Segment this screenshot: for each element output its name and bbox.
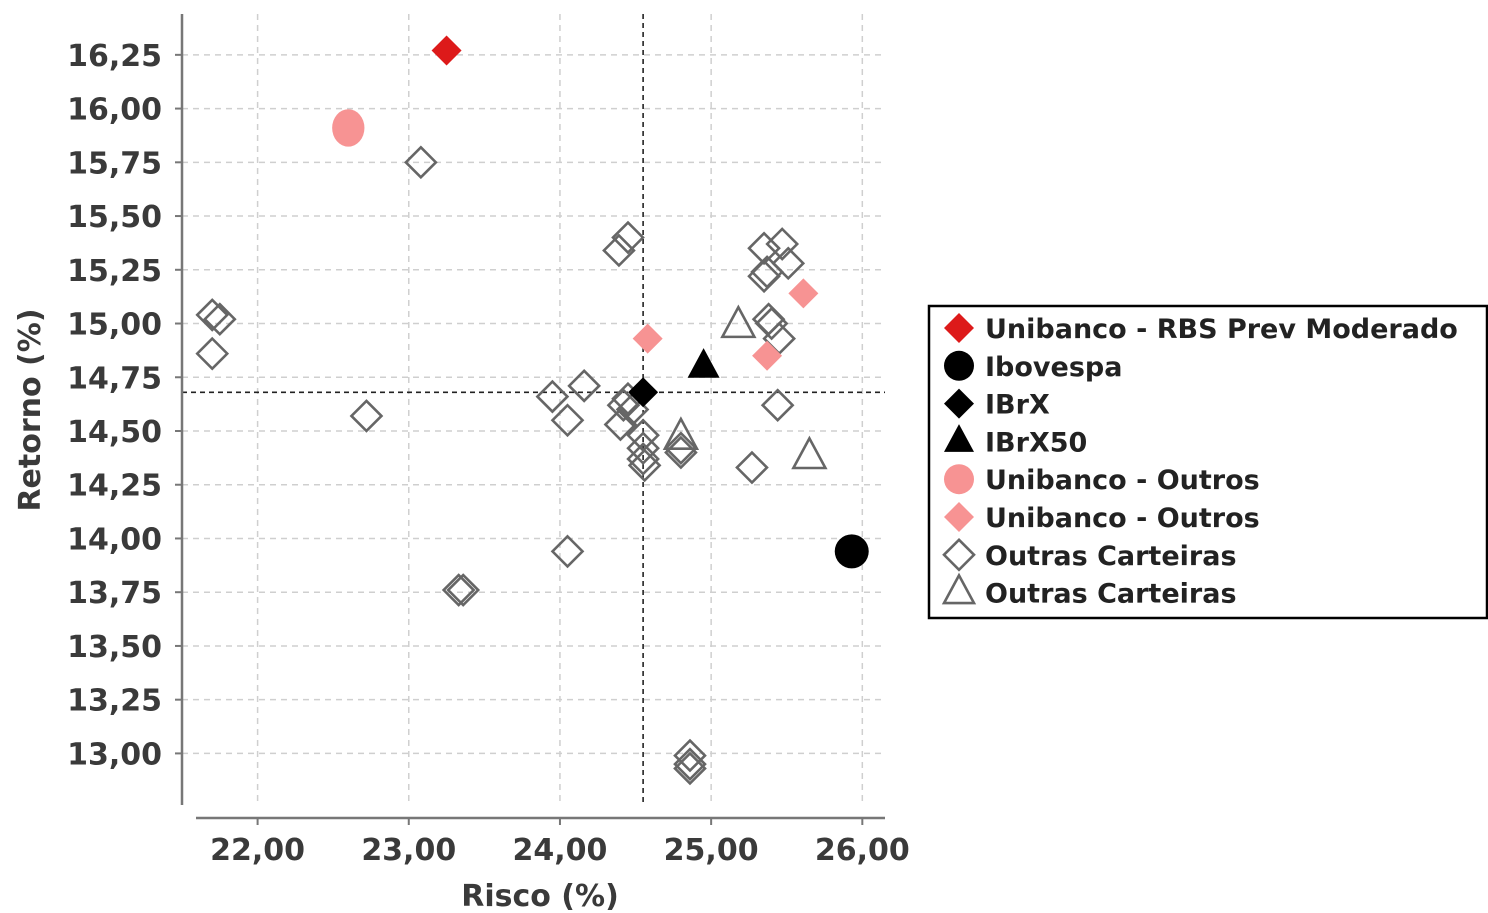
data-point [535, 379, 570, 414]
legend-marker [942, 537, 976, 572]
legend-label: IBrX [985, 390, 1050, 421]
data-point [431, 35, 462, 66]
x-axis-title: Risco (%) [461, 879, 619, 913]
data-point [446, 573, 481, 607]
grid-lines [182, 14, 885, 805]
data-point [626, 442, 660, 476]
y-tick-label: 13,00 [67, 737, 162, 772]
legend: Unibanco - RBS Prev Moderado Ibovespa IBrX… [927, 304, 1488, 620]
x-tick-label: 24,00 [513, 833, 608, 868]
data-point [720, 304, 757, 339]
data-point [195, 298, 230, 332]
legend-label: Ibovespa [985, 352, 1122, 383]
legend-marker [944, 388, 974, 419]
legend-label: Outras Carteiras [985, 541, 1237, 572]
x-tick-label: 25,00 [664, 833, 759, 868]
legend-label: Unibanco - Outros [985, 503, 1260, 534]
data-points [195, 35, 869, 786]
data-point [441, 573, 476, 607]
data-point [673, 751, 707, 786]
y-tick-label: 14,75 [67, 361, 162, 396]
data-point [611, 220, 645, 255]
y-tick-label: 13,25 [67, 684, 162, 719]
data-point [791, 435, 828, 470]
data-point [567, 369, 601, 403]
data-point [754, 306, 789, 341]
data-point [349, 399, 384, 433]
y-tick-label: 13,75 [67, 576, 162, 611]
data-point [771, 246, 806, 281]
data-point [687, 348, 720, 378]
data-point [550, 534, 585, 569]
y-tick-label: 15,50 [67, 200, 162, 235]
data-point [626, 431, 660, 466]
data-point [765, 227, 800, 261]
data-point [603, 407, 638, 442]
reference-lines [182, 14, 885, 805]
data-point [627, 448, 662, 483]
data-point [602, 233, 636, 268]
legend-label: Unibanco - Outros [985, 465, 1260, 496]
x-tick-label: 26,00 [815, 833, 910, 868]
y-tick-label: 14,25 [67, 469, 162, 504]
legend-label: IBrX50 [985, 427, 1087, 458]
y-tick-label: 15,75 [67, 146, 162, 181]
data-point [195, 336, 230, 371]
x-tick-label: 23,00 [361, 833, 456, 868]
data-point [662, 416, 700, 450]
data-point [788, 278, 819, 309]
x-tick-label: 22,00 [210, 833, 305, 868]
axes: 22,00 23,00 24,00 25,00 26,00 16,25 16,00 15,75… [67, 14, 910, 868]
data-point [332, 109, 365, 147]
data-point [202, 302, 237, 337]
legend-marker [944, 502, 974, 532]
data-point [664, 431, 698, 466]
data-point [673, 747, 707, 781]
legend-marker [944, 350, 974, 381]
y-tick-label: 15,00 [67, 308, 162, 343]
data-point [628, 377, 659, 408]
data-point [834, 534, 869, 569]
y-axis-title: Retorno (%) [13, 308, 48, 511]
y-tick-label: 16,25 [67, 39, 162, 74]
legend-label: Outras Carteiras [985, 579, 1237, 610]
y-tick-label: 13,50 [67, 630, 162, 665]
y-tick-label: 14,50 [67, 415, 162, 450]
legend-box [927, 304, 1488, 620]
data-point [673, 738, 707, 773]
legend-marker [944, 313, 974, 343]
data-point [632, 323, 663, 354]
data-point [747, 231, 781, 266]
data-point [404, 145, 438, 180]
data-point [752, 340, 783, 371]
data-point [747, 259, 781, 294]
y-tick-label: 15,25 [67, 254, 162, 289]
data-point [760, 388, 795, 423]
data-point [550, 403, 585, 438]
y-tick-label: 14,00 [67, 522, 162, 557]
legend-marker [944, 464, 974, 495]
legend-label: Unibanco - RBS Prev Moderado [985, 314, 1458, 345]
legend-marker [941, 572, 977, 605]
data-point [735, 450, 769, 485]
y-tick-label: 16,00 [67, 93, 162, 128]
legend-marker [944, 424, 974, 452]
